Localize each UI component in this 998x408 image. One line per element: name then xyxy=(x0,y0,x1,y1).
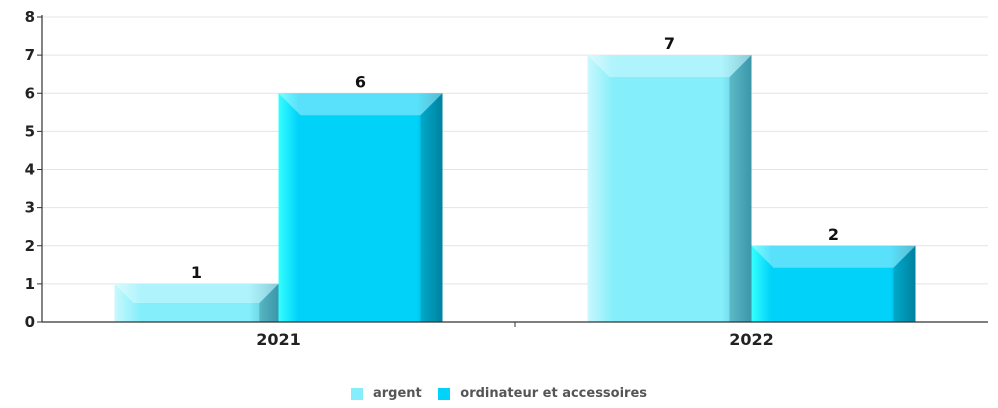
data-label: 7 xyxy=(664,34,675,53)
x-tick-label: 2021 xyxy=(256,330,301,349)
y-tick-label: 5 xyxy=(25,122,35,140)
x-tick-label: 2022 xyxy=(729,330,774,349)
y-tick-label: 2 xyxy=(25,237,35,255)
bar-side-bevel xyxy=(729,55,752,322)
bar-side-bevel xyxy=(259,283,279,322)
bar-ordinateur-et-accessoires-2022[interactable] xyxy=(751,245,916,322)
axes xyxy=(37,15,988,327)
y-tick-label: 6 xyxy=(25,84,35,102)
legend: argent ordinateur et accessoires xyxy=(0,386,998,404)
y-tick-label: 4 xyxy=(25,161,35,179)
y-tick-label: 0 xyxy=(25,313,35,331)
bar-body xyxy=(751,245,916,322)
bar-top-bevel xyxy=(587,55,752,78)
bar-argent-2021[interactable] xyxy=(114,283,279,322)
bar-top-bevel xyxy=(278,93,443,116)
legend-swatch-argent xyxy=(350,387,363,400)
data-label: 2 xyxy=(828,225,839,244)
y-tick-label: 7 xyxy=(25,46,35,64)
legend-swatch-ordinateur xyxy=(438,387,451,400)
grid-lines xyxy=(42,16,988,285)
bar-ordinateur-et-accessoires-2021[interactable] xyxy=(278,93,443,322)
bar-top-bevel xyxy=(114,283,279,303)
data-label: 1 xyxy=(191,263,202,282)
y-tick-label: 3 xyxy=(25,199,35,217)
y-tick-label: 1 xyxy=(25,275,35,293)
bar-body xyxy=(587,55,752,322)
y-tick-label: 8 xyxy=(25,8,35,26)
data-label: 6 xyxy=(355,72,366,91)
bar-side-bevel xyxy=(893,245,916,322)
legend-label-ordinateur: ordinateur et accessoires xyxy=(460,386,648,401)
bar-body xyxy=(278,93,443,322)
bar-side-bevel xyxy=(420,93,443,322)
bar-body xyxy=(114,283,279,322)
legend-item-argent[interactable]: argent xyxy=(350,386,422,401)
legend-label-argent: argent xyxy=(372,386,422,401)
bar-argent-2022[interactable] xyxy=(587,55,752,322)
bar-top-bevel xyxy=(751,245,916,268)
labels: 0 1 2 3 4 5 6 7 8 1 6 2021 7 2 2022 xyxy=(25,8,840,349)
legend-item-ordinateur[interactable]: ordinateur et accessoires xyxy=(438,386,647,401)
bars xyxy=(114,55,916,322)
